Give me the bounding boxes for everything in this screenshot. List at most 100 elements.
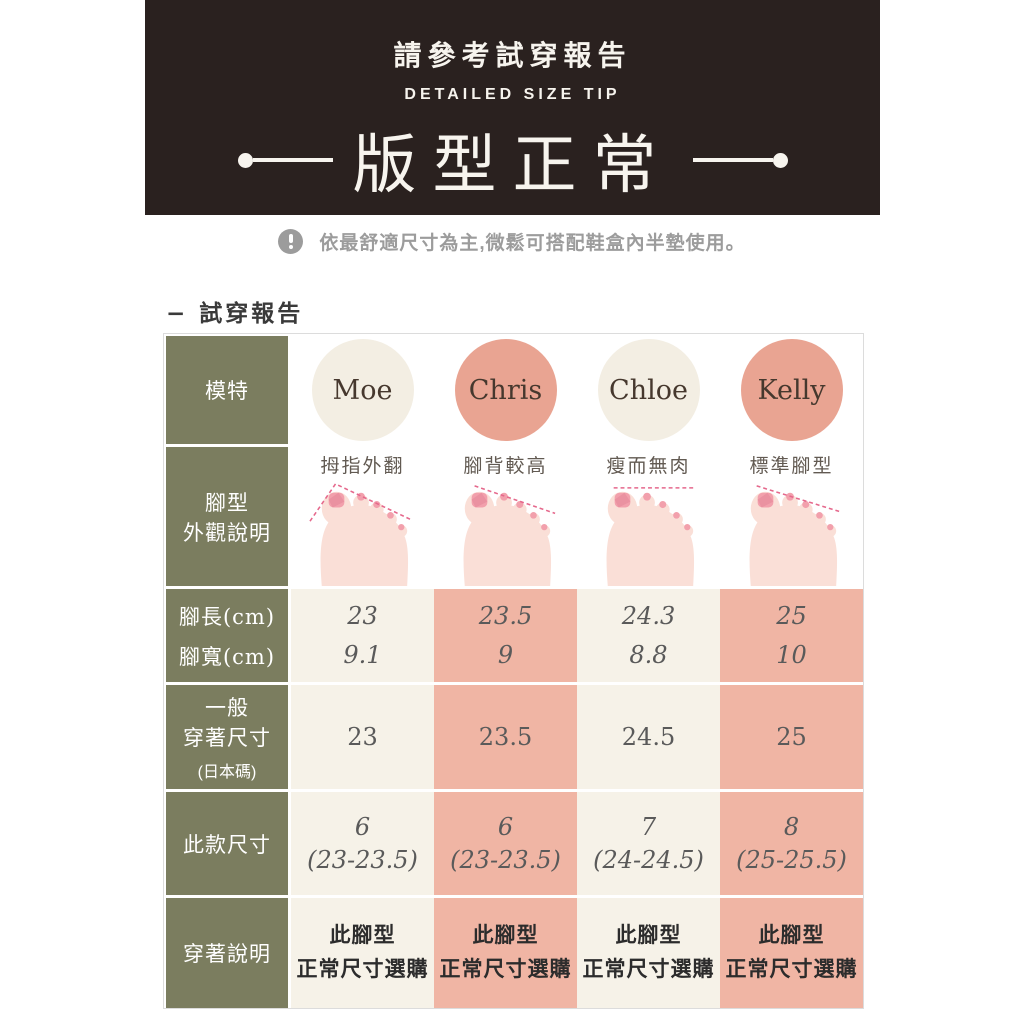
bunion-angle-line [308, 482, 410, 522]
model-avatar: Chris [454, 339, 557, 441]
exclamation-bar [288, 234, 293, 243]
this-size-value: 7 [640, 812, 657, 841]
row-label-text: 外觀說明 [183, 520, 271, 545]
foot-type-label: 瘦而無肉 [606, 455, 691, 477]
this-size-range: (25-25.5) [736, 845, 847, 874]
banner-subtitle: DETAILED SIZE TIP [404, 86, 621, 103]
wear-note-row: 此腳型 正常尺寸選購 此腳型 正常尺寸選購 此腳型 正常尺寸選購 此腳型 正常尺… [291, 898, 863, 1008]
foot-type-cell: 拇指外翻 [291, 447, 434, 586]
foot-width-value: 10 [776, 640, 807, 669]
foot-type-label: 拇指外翻 [320, 455, 405, 477]
foot-illustration-icon [749, 485, 839, 586]
this-size-cell: 8 (25-25.5) [720, 792, 863, 895]
foot-type-label: 腳背較高 [463, 455, 548, 477]
foot-illustration-icon [606, 487, 696, 586]
usual-size-cell: 23 [291, 685, 434, 789]
usual-size-value: 23 [347, 723, 378, 751]
section-title: − 試穿報告 [166, 300, 304, 327]
foot-width-value: 9 [497, 640, 514, 669]
usual-size-cell: 24.5 [577, 685, 720, 789]
right-dot-icon [772, 152, 788, 168]
usual-size-value: 25 [776, 723, 807, 751]
wear-note-cell: 此腳型 正常尺寸選購 [577, 898, 720, 1008]
wear-note-line: 正常尺寸選購 [296, 958, 429, 981]
standard-foot-line [755, 485, 839, 513]
wear-note-line: 正常尺寸選購 [439, 958, 572, 981]
row-label-text: 此款尺寸 [183, 832, 271, 857]
wear-note-line: 此腳型 [329, 924, 396, 947]
model-avatar: Chloe [597, 339, 700, 441]
measurement-cell: 25 10 [720, 589, 863, 682]
row-label-foot-measurements: 腳長(cm) 腳寬(cm) [166, 589, 288, 682]
left-dot-icon [237, 152, 253, 168]
model-name: Chloe [609, 374, 688, 406]
banner: 請參考試穿報告 DETAILED SIZE TIP 版型正常 [145, 0, 880, 215]
model-avatar: Moe [311, 339, 414, 441]
row-label-model: 模特 [166, 336, 288, 444]
model-cell: Moe [291, 336, 434, 444]
this-size-range: (24-24.5) [593, 845, 704, 874]
model-cell: Kelly [720, 336, 863, 444]
fit-notice: 依最舒適尺寸為主,微鬆可搭配鞋盒內半墊使用。 [0, 228, 1024, 255]
row-label-foot-type: 腳型 外觀說明 [166, 447, 288, 586]
model-cell: Chris [434, 336, 577, 444]
usual-size-cell: 25 [720, 685, 863, 789]
fit-headline: 版型正常 [352, 129, 673, 203]
foot-illustration-icon [463, 485, 555, 586]
model-cell: Chloe [577, 336, 720, 444]
this-size-range: (23-23.5) [450, 845, 561, 874]
foot-illustration-icon [308, 482, 410, 586]
fitting-report-table: 模特 腳型 外觀說明 腳長(cm) 腳寬(cm) 一般 穿著尺寸 (日本碼) 此… [163, 333, 864, 1009]
foot-type-label: 標準腳型 [749, 455, 834, 477]
usual-size-value: 23.5 [478, 723, 533, 751]
model-avatar: Kelly [740, 339, 843, 441]
wear-note-line: 正常尺寸選購 [725, 958, 858, 981]
row-label-text: 腳寬(cm) [178, 644, 276, 669]
this-size-range: (23-23.5) [307, 845, 418, 874]
wear-note-line: 此腳型 [472, 924, 539, 947]
wear-note-line: 此腳型 [758, 924, 825, 947]
row-label-text: 一般 [205, 696, 249, 720]
measurement-cell: 23 9.1 [291, 589, 434, 682]
row-label-text: 腳長(cm) [178, 604, 276, 629]
banner-title: 請參考試穿報告 [393, 39, 632, 72]
row-label-usual-size: 一般 穿著尺寸 (日本碼) [166, 685, 288, 789]
row-label-text: 腳型 [205, 490, 249, 515]
this-size-value: 8 [783, 812, 800, 841]
this-size-row: 6 (23-23.5) 6 (23-23.5) 7 (24-24.5) 8 (2… [291, 792, 863, 895]
row-label-text: 穿著說明 [183, 942, 271, 966]
row-label-wear-note: 穿著說明 [166, 898, 288, 1008]
usual-size-value: 24.5 [621, 723, 676, 751]
foot-type-cell: 瘦而無肉 [577, 447, 720, 586]
notice-text: 依最舒適尺寸為主,微鬆可搭配鞋盒內半墊使用。 [319, 233, 746, 254]
wear-note-cell: 此腳型 正常尺寸選購 [720, 898, 863, 1008]
foot-length-value: 24.3 [621, 602, 676, 631]
instep-line [473, 485, 555, 515]
row-label-subtext: (日本碼) [197, 764, 257, 781]
wear-note-cell: 此腳型 正常尺寸選購 [434, 898, 577, 1008]
foot-type-cell: 腳背較高 [434, 447, 577, 586]
measurement-cell: 23.5 9 [434, 589, 577, 682]
row-label-text: 穿著尺寸 [183, 726, 271, 750]
usual-size-row: 23 23.5 24.5 25 [291, 685, 863, 789]
measurement-row: 23 9.1 23.5 9 24.3 8.8 25 10 [291, 589, 863, 682]
foot-length-value: 23.5 [478, 602, 533, 631]
right-line [692, 158, 773, 162]
this-size-cell: 6 (23-23.5) [291, 792, 434, 895]
banner-headline-row: 版型正常 [237, 114, 788, 206]
row-label-text: 模特 [205, 379, 249, 403]
right-line-dot-ornament [692, 152, 788, 168]
exclamation-icon [278, 229, 304, 254]
row-label-this-size: 此款尺寸 [166, 792, 288, 895]
foot-length-value: 23 [347, 602, 378, 631]
this-size-value: 6 [354, 812, 371, 841]
this-size-value: 6 [497, 812, 514, 841]
model-row: Moe Chris Chloe Kelly [291, 336, 863, 444]
model-name: Chris [468, 374, 543, 406]
wear-note-line: 此腳型 [615, 924, 682, 947]
measurement-cell: 24.3 8.8 [577, 589, 720, 682]
this-size-cell: 6 (23-23.5) [434, 792, 577, 895]
foot-length-value: 25 [776, 602, 807, 631]
foot-width-value: 9.1 [343, 640, 382, 669]
